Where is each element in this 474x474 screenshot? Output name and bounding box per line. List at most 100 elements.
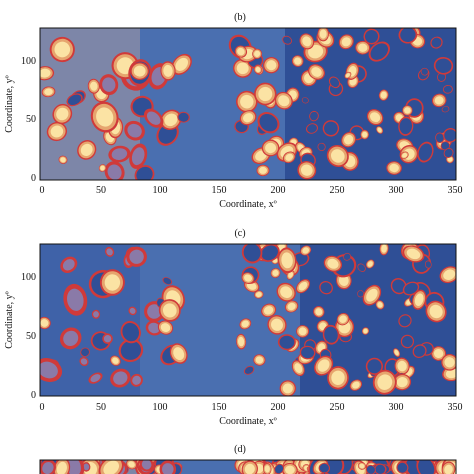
panel-b-blob-18	[124, 120, 145, 141]
panel-b-blob-114	[317, 142, 326, 151]
panel-d-blob-123	[318, 462, 330, 474]
panel-b-blob-108	[366, 109, 384, 126]
panel-b-blob-22	[58, 155, 68, 164]
panel-b-blob-51	[252, 48, 263, 59]
panel-c-blob-16	[99, 269, 125, 296]
panel-b-blob-107	[309, 110, 319, 122]
panel-c-blob-31	[110, 355, 121, 366]
panel-c-blob-55	[236, 333, 247, 350]
panel-b-blob-26	[77, 140, 97, 160]
panel-c-blob-1	[60, 256, 78, 273]
panel-c-blob-14	[128, 306, 137, 316]
panel-b-blob-112	[299, 33, 315, 50]
panel-c-blob-53	[270, 268, 281, 278]
panel-b-blob-113	[376, 126, 384, 134]
panel-b-blob-97	[386, 161, 402, 175]
panel-c-blob-91	[349, 379, 363, 391]
panel-b-blob-25	[171, 53, 192, 75]
panel-b-blob-111	[317, 28, 329, 42]
panel-b-blob-91	[378, 89, 389, 101]
panel-b-blob-106	[308, 64, 325, 80]
panel-c-blob-67	[439, 266, 456, 284]
panel-b-blob-52	[254, 65, 262, 74]
panel-c-blob-107	[362, 284, 382, 306]
panel-c-blob-35	[284, 300, 299, 313]
panel-b-xtick-250: 250	[330, 185, 345, 196]
panel-b-xtick-50: 50	[96, 185, 106, 196]
panel-b-xtick-300: 300	[389, 185, 404, 196]
panel-c-blob-69	[431, 346, 447, 361]
panel-c-blob-28	[79, 356, 89, 367]
panel-d-blob-28	[53, 460, 71, 474]
panel-c-blob-30	[158, 299, 181, 322]
panel-c-blob-45	[267, 315, 287, 335]
panel-d-blob-117	[365, 464, 376, 474]
panel-c-blob-117	[372, 369, 397, 395]
panel-c-blob-47	[295, 279, 311, 294]
panel-b-xtick-150: 150	[212, 185, 227, 196]
panel-b-y-axis-label: Coordinate, yº	[4, 75, 15, 133]
panel-c-blob-38	[239, 318, 252, 330]
panel-b-blob-80	[328, 76, 341, 89]
panel-c-blob-120	[402, 281, 420, 296]
panel-b-blob-76	[417, 141, 434, 163]
panel-b-blob-33	[144, 108, 164, 128]
panel-c-blob-115	[375, 300, 385, 310]
panel-c-x-axis-label: Coordinate, xº	[219, 416, 277, 427]
panel-b-blob-62	[254, 82, 277, 106]
panel-b-blob-43	[274, 91, 293, 110]
panel-b-blob-84	[322, 120, 340, 137]
panel-b-blob-23	[49, 36, 75, 63]
panel-c-heatmap	[40, 244, 456, 396]
panel-c-blob-62	[277, 247, 297, 274]
panel-b-blob-8	[98, 164, 107, 172]
panel-c-blob-75	[398, 314, 412, 328]
panel-d-blobs	[40, 460, 456, 474]
panel-b: (b) 0 50 100 150 200 250 300 350 0 50 10…	[4, 12, 463, 210]
panel-c: (c) 0 50 100 150 200 250 300 350 0 50 10…	[4, 228, 463, 427]
panel-b-blob-5	[104, 161, 125, 180]
panel-b-label: (b)	[234, 12, 246, 23]
panel-b-blob-118	[341, 132, 356, 148]
panel-c-blob-109	[343, 252, 352, 261]
panel-b-blob-70	[355, 40, 371, 55]
panel-d-blob-114	[396, 461, 409, 474]
panel-b-blob-53	[235, 90, 258, 113]
panel-b-blob-17	[177, 111, 190, 123]
panel-c-blob-123	[299, 345, 316, 360]
panel-c-blob-23	[110, 368, 131, 388]
panel-c-blob-3	[162, 277, 173, 285]
panel-b-blob-29	[90, 101, 119, 133]
panel-b-blob-78	[326, 145, 349, 167]
panel-c-blob-98	[412, 289, 427, 310]
panel-c-blob-61	[291, 360, 305, 377]
panel-c-blob-119	[314, 355, 334, 376]
panel-b-blob-121	[443, 148, 454, 158]
panel-c-blob-21	[88, 372, 103, 384]
panel-b-blob-24	[66, 93, 83, 107]
panel-b-ytick-50: 50	[26, 114, 36, 125]
panel-b-blob-58	[256, 164, 270, 177]
panel-b-blob-103	[402, 105, 413, 116]
panel-c-blob-66	[361, 327, 370, 335]
panel-c-blob-33	[157, 320, 174, 335]
panel-b-blob-115	[431, 93, 447, 108]
panel-c-blob-50	[259, 244, 280, 262]
panel-b-blob-120	[440, 141, 450, 151]
panel-c-xtick-350: 350	[448, 402, 463, 413]
panel-b-blob-94	[433, 56, 454, 75]
panel-c-blob-34	[296, 325, 310, 338]
panel-d-label: (d)	[234, 444, 246, 455]
panel-b-xtick-0: 0	[40, 185, 45, 196]
panel-c-y-ticks: 0 50 100	[21, 272, 36, 401]
panel-c-blob-116	[393, 373, 412, 391]
panel-c-blob-27	[169, 343, 188, 364]
panel-c-blob-113	[393, 348, 401, 357]
panel-c-blob-122	[402, 245, 425, 263]
panel-c-blob-56	[241, 244, 263, 264]
panel-c-xtick-300: 300	[389, 402, 404, 413]
panel-b-blob-74	[436, 72, 447, 82]
panel-c-blob-84	[390, 278, 407, 295]
panel-b-blob-98	[443, 128, 456, 143]
